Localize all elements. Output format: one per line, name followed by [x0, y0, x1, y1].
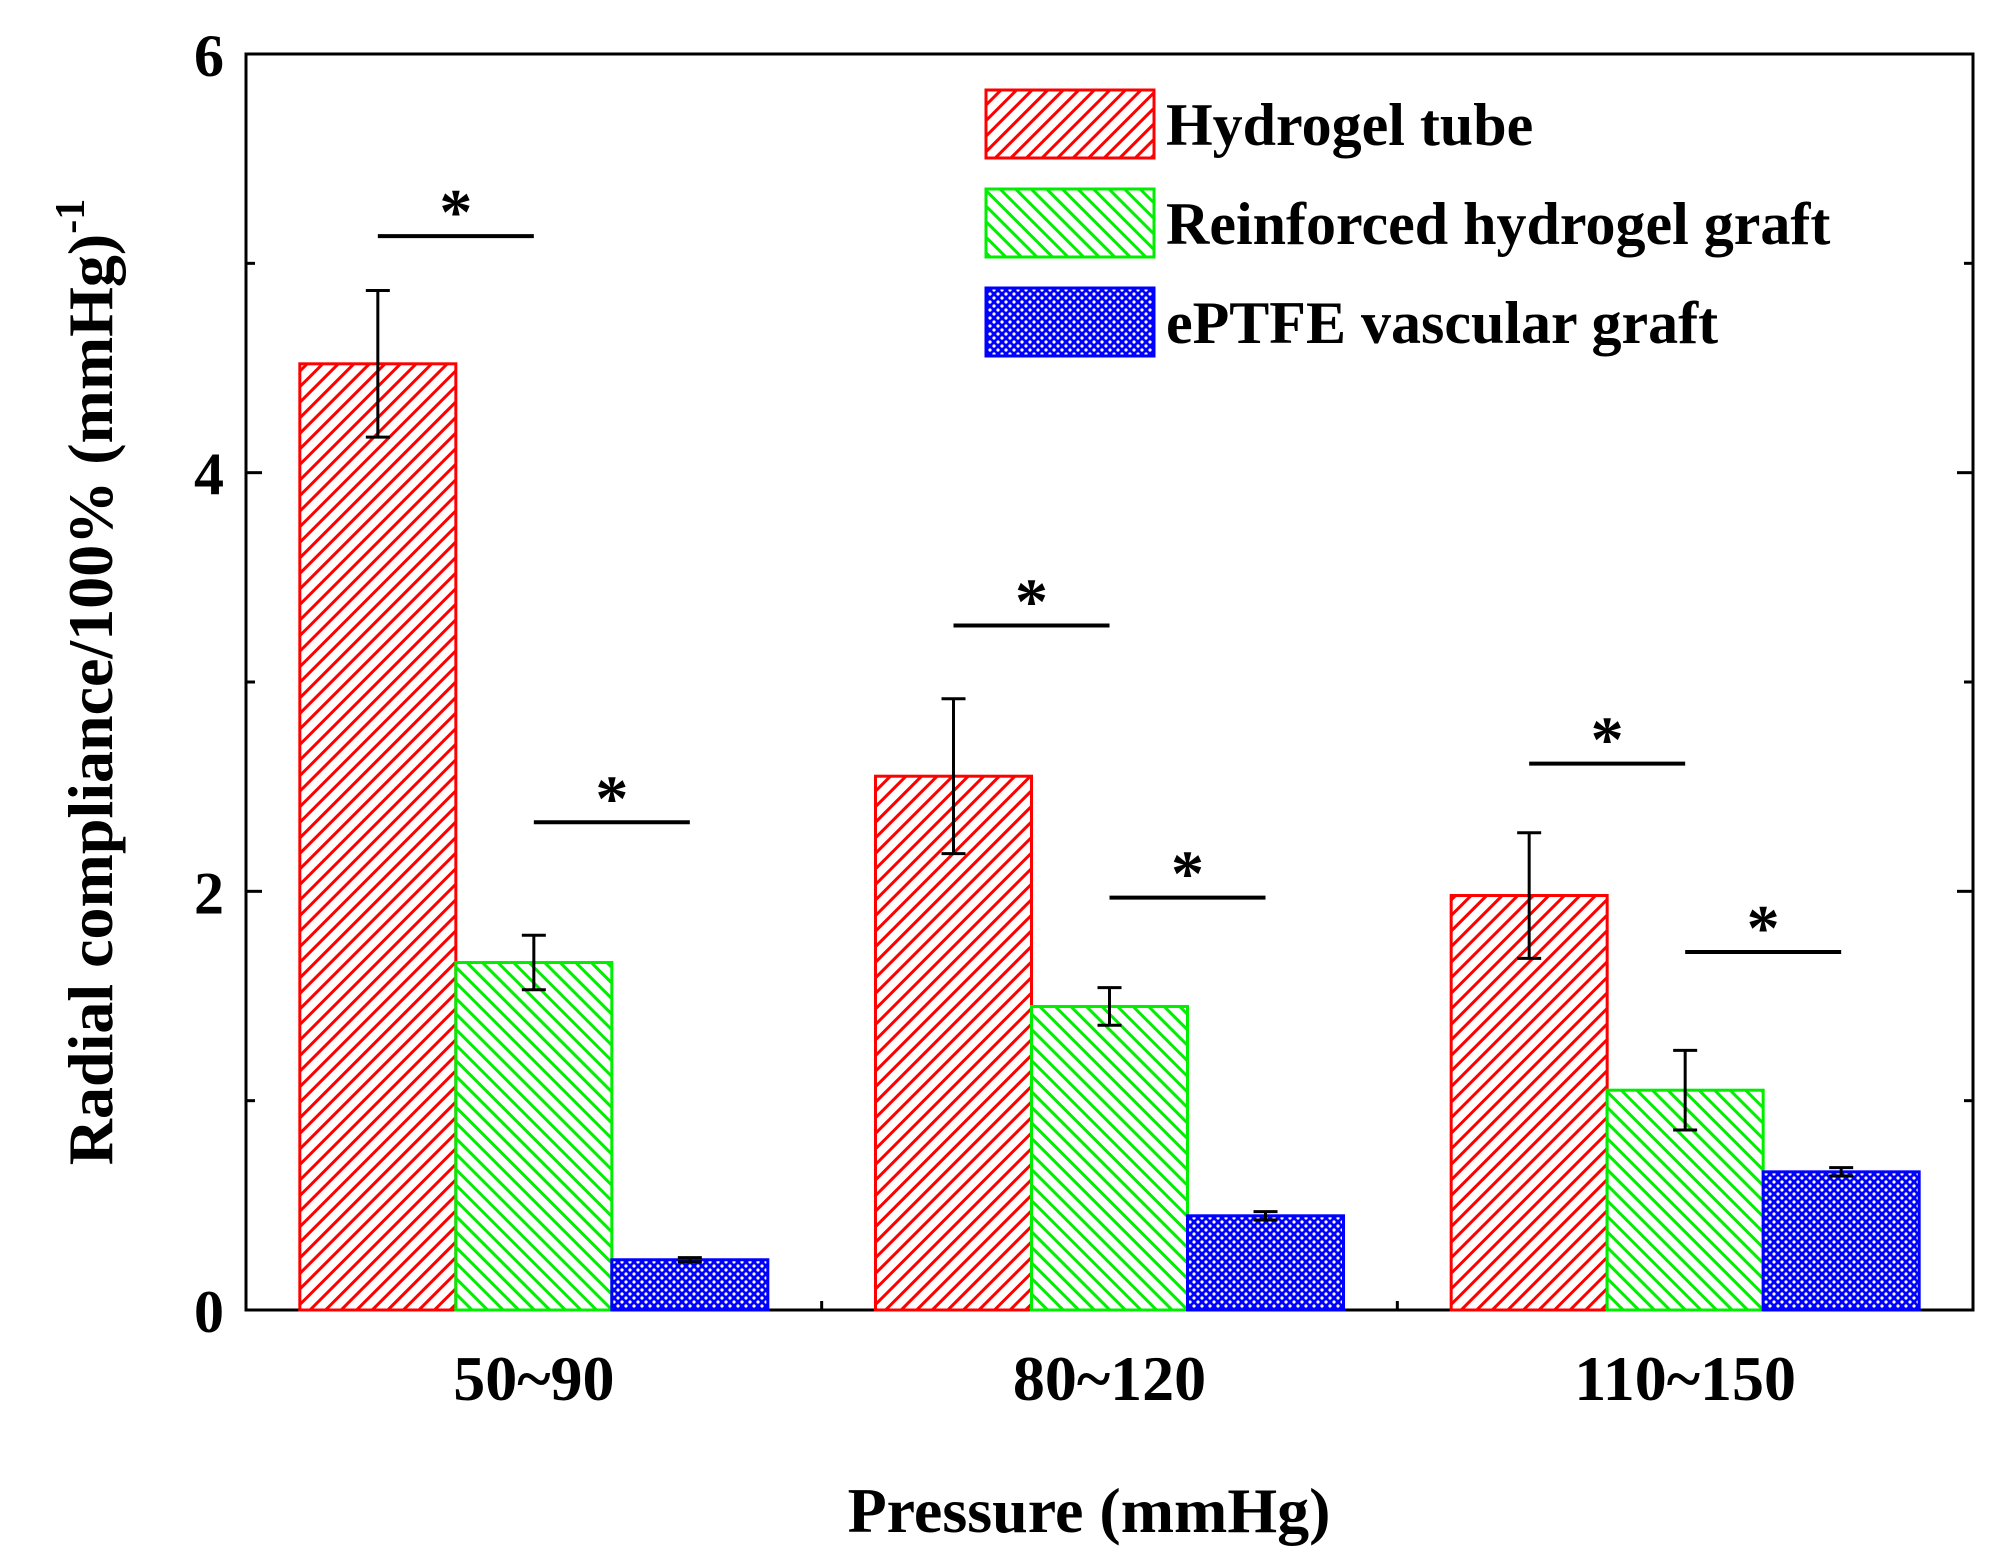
- y-tick-label: 4: [194, 442, 224, 508]
- significance-layer: * * * * * *: [377, 176, 1842, 965]
- x-tick-label: 110~150: [1574, 1343, 1796, 1414]
- bars-layer: [298, 362, 1921, 1312]
- y-axis-title-main: Radial compliance/100% (mmHg): [55, 234, 126, 1165]
- legend-label-eptfe-vascular-graft: ePTFE vascular graft: [1166, 290, 1718, 356]
- y-tick-label: 0: [194, 1279, 224, 1345]
- bar-reinforced-hydrogel-graft-80-120: [1030, 1004, 1189, 1312]
- legend: Hydrogel tube Reinforced hydrogel graft eP…: [984, 88, 1830, 358]
- bar-eptfe-vascular-graft-80-120: [1186, 1214, 1345, 1312]
- bar-eptfe-vascular-graft-50-90: [610, 1258, 770, 1312]
- legend-swatch-reinforced-hydrogel-graft: [984, 187, 1156, 259]
- significance-star: *: [1747, 892, 1780, 965]
- significance-star: *: [1015, 565, 1048, 638]
- y-axis-title-superscript: -1: [48, 199, 94, 234]
- legend-swatch-eptfe-vascular-graft: [984, 286, 1156, 358]
- x-tick-label: 80~120: [1013, 1343, 1206, 1414]
- significance-star: *: [439, 176, 472, 249]
- x-tick-label: 50~90: [453, 1343, 614, 1414]
- y-axis: 0 2 4 6: [194, 23, 1973, 1345]
- legend-swatch-hydrogel-tube: [984, 88, 1156, 160]
- legend-label-reinforced-hydrogel-graft: Reinforced hydrogel graft: [1166, 191, 1830, 257]
- legend-label-hydrogel-tube: Hydrogel tube: [1166, 92, 1533, 158]
- bar-hydrogel-tube-50-90: [298, 362, 458, 1312]
- significance-star: *: [1591, 704, 1624, 777]
- x-axis: 50~90 80~120 110~150: [453, 1296, 1796, 1414]
- bar-hydrogel-tube-80-120: [874, 774, 1033, 1312]
- bar-reinforced-hydrogel-graft-50-90: [454, 961, 614, 1312]
- bar-hydrogel-tube-110-150: [1449, 894, 1609, 1312]
- y-axis-title: Radial compliance/100% (mmHg)-1: [48, 199, 126, 1165]
- x-axis-title: Pressure (mmHg): [848, 1475, 1331, 1546]
- bar-eptfe-vascular-graft-110-150: [1761, 1170, 1921, 1312]
- y-tick-label: 2: [194, 860, 224, 926]
- significance-star: *: [595, 762, 628, 835]
- significance-star: *: [1171, 838, 1204, 911]
- error-bars-layer: [365, 289, 1854, 1264]
- y-tick-label: 6: [194, 23, 224, 89]
